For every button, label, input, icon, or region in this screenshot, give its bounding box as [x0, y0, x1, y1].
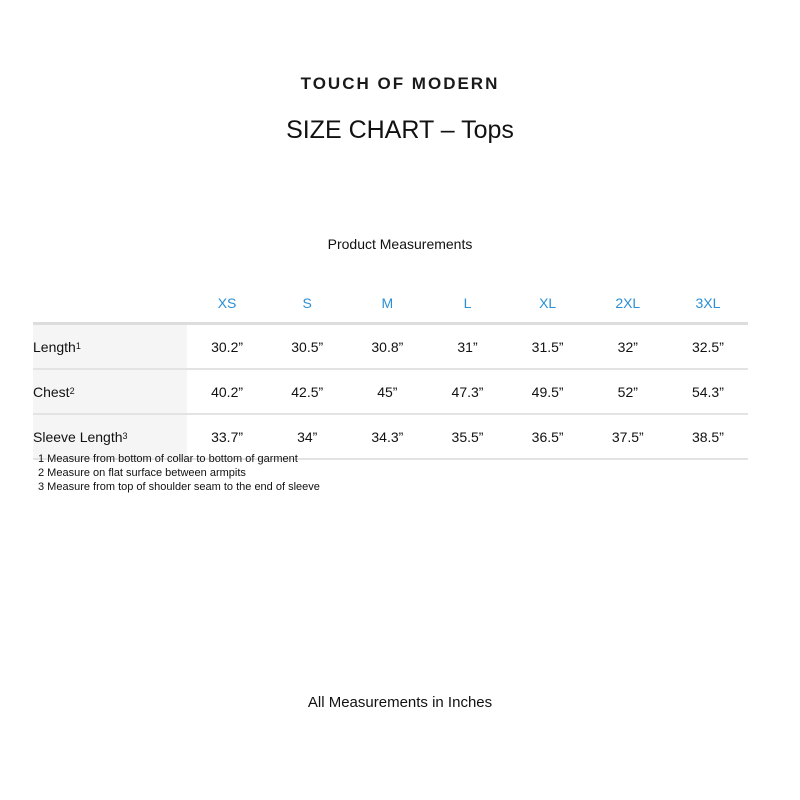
row-label-text: Chest [33, 383, 70, 400]
table-row: Chest2 40.2” 42.5” 45” 47.3” 49.5” 52” 54.3” [33, 369, 748, 415]
footnotes: 1 Measure from bottom of collar to botto… [38, 452, 320, 494]
footnote-marker: 1 [75, 340, 81, 351]
footnote-marker: 3 [122, 430, 128, 441]
row-label-text: Sleeve Length [33, 428, 123, 445]
measurement-cell: 35.5” [427, 414, 508, 460]
measurement-cell: 38.5” [667, 414, 748, 460]
measurement-cell: 34” [267, 414, 348, 460]
measurement-cell: 33.7” [187, 414, 268, 460]
size-header-m: M [347, 284, 428, 325]
table-row: Length1 30.2” 30.5” 30.8” 31” 31.5” 32” 32.5” [33, 323, 748, 370]
measurement-cell: 30.8” [347, 323, 428, 370]
size-header-2xl: 2XL [587, 284, 668, 325]
page-title: SIZE CHART – Tops [286, 116, 514, 144]
measurement-cell: 32.5” [667, 323, 748, 370]
measurement-cell: 32” [587, 323, 668, 370]
measurement-cell: 42.5” [267, 369, 348, 415]
footnote: 3 Measure from top of shoulder seam to t… [38, 481, 320, 493]
measurement-cell: 36.5” [507, 414, 588, 460]
measurement-cell: 40.2” [187, 369, 268, 415]
row-label: Sleeve Length3 [33, 414, 187, 460]
measurement-cell: 31” [427, 323, 508, 370]
size-header-row: XS S M L XL 2XL 3XL [33, 284, 748, 325]
measurement-cell: 45” [347, 369, 428, 415]
units-note: All Measurements in Inches [307, 694, 493, 711]
size-header-s: S [267, 284, 348, 325]
row-label: Length1 [33, 323, 187, 370]
table-row: Sleeve Length3 33.7” 34” 34.3” 35.5” 36.5” 37.… [33, 414, 748, 460]
measurement-cell: 31.5” [507, 323, 588, 370]
measurement-cell: 54.3” [667, 369, 748, 415]
size-header-3xl: 3XL [667, 284, 748, 325]
measurement-cell: 49.5” [507, 369, 588, 415]
footnote-marker: 2 [69, 385, 75, 396]
corner-cell [33, 284, 187, 325]
brand-logo: TOUCH OF MODERN [300, 74, 500, 93]
footnote: 1 Measure from bottom of collar to botto… [38, 453, 298, 465]
measurement-cell: 34.3” [347, 414, 428, 460]
measurement-cell: 52” [587, 369, 668, 415]
measurement-cell: 30.5” [267, 323, 348, 370]
size-header-l: L [427, 284, 508, 325]
section-subtitle: Product Measurements [327, 236, 473, 252]
size-chart-table: XS S M L XL 2XL 3XL Length1 30.2” 30.5” 30.8” 31” 3… [33, 284, 748, 460]
row-label-text: Length [33, 338, 76, 355]
measurement-cell: 30.2” [187, 323, 268, 370]
row-label: Chest2 [33, 369, 187, 415]
size-header-xl: XL [507, 284, 588, 325]
measurement-cell: 47.3” [427, 369, 508, 415]
size-header-xs: XS [187, 284, 268, 325]
footnote: 2 Measure on flat surface between armpit… [38, 467, 246, 479]
measurement-cell: 37.5” [587, 414, 668, 460]
